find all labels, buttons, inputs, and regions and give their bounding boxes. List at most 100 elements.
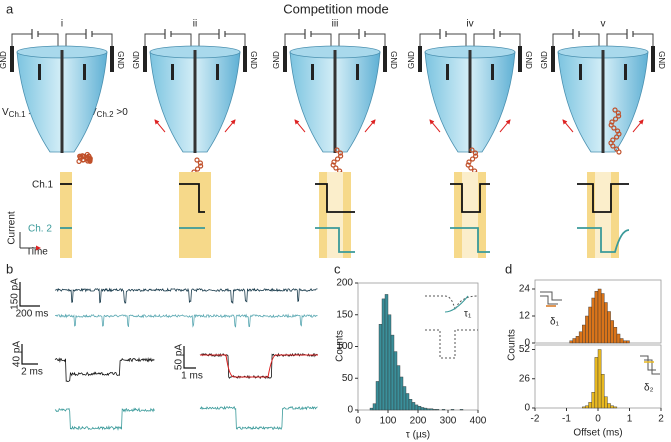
arrow: [562, 119, 574, 133]
trace: [199, 352, 318, 380]
y-axis-label: Counts: [335, 330, 346, 362]
scale-bar: [21, 344, 38, 365]
bar: [405, 393, 410, 411]
trace-ch2: [577, 227, 630, 253]
circuit: [284, 33, 386, 52]
band-light: [595, 172, 611, 258]
gnd-label: GND: [407, 51, 416, 69]
bar: [582, 406, 586, 409]
bar: [399, 376, 404, 411]
circuit: [144, 33, 246, 52]
dna: [333, 165, 339, 171]
band-light: [327, 172, 343, 258]
gnd-label: GND: [116, 51, 125, 69]
annotation: τ₁: [464, 309, 472, 320]
bar: [616, 333, 621, 344]
y-tick-label: 200: [336, 278, 353, 289]
dna: [334, 156, 341, 162]
panel-label: a: [6, 1, 14, 16]
electrode: [624, 64, 627, 80]
bar: [619, 338, 624, 344]
stage-label: iii: [332, 19, 339, 30]
dna: [87, 158, 93, 164]
scale-label: 50 pA: [174, 344, 185, 370]
bar: [582, 324, 586, 344]
dna: [609, 119, 615, 125]
dna: [616, 149, 622, 155]
dna: [469, 147, 475, 153]
trace: [55, 313, 318, 328]
trace-ch1: [315, 183, 355, 213]
bar: [569, 340, 574, 344]
dna: [473, 153, 479, 159]
trace-ch2: [315, 227, 355, 253]
electrode: [356, 64, 359, 80]
bar: [441, 409, 446, 411]
bar: [600, 374, 605, 409]
bar: [369, 407, 374, 411]
scale-label: 200 ms: [16, 309, 49, 320]
y-tick-label: 0: [347, 405, 353, 416]
arrow: [294, 119, 306, 133]
bar: [387, 314, 392, 411]
bar: [420, 407, 425, 411]
electrode: [418, 46, 422, 72]
y-tick-label: 150: [336, 309, 353, 320]
dna: [197, 160, 203, 166]
bar: [384, 294, 389, 411]
arrow: [154, 119, 166, 133]
x-tick-label: 300: [440, 416, 457, 427]
stage-label: v: [601, 19, 606, 30]
battery: [304, 29, 366, 39]
fit: [200, 354, 318, 378]
bar: [417, 405, 422, 411]
electrode: [311, 64, 314, 80]
x-axis-label: τ (µs): [406, 430, 430, 441]
y-tick-label: 26: [519, 373, 531, 384]
x-tick-label: 1: [627, 414, 633, 425]
dna: [468, 165, 474, 171]
scale-label: 40 pA: [12, 341, 23, 367]
x-tick-label: 200: [410, 416, 427, 427]
bar: [435, 409, 440, 411]
bar: [575, 336, 580, 344]
x-tick-label: 100: [380, 416, 397, 427]
bar: [591, 392, 596, 409]
electrode: [143, 46, 147, 72]
bar: [591, 297, 596, 344]
dna: [331, 159, 337, 165]
dna: [330, 162, 336, 168]
bar: [432, 409, 437, 411]
arrow: [632, 119, 644, 133]
trace-ch1: [450, 183, 490, 213]
current-label: Current: [7, 211, 18, 245]
dna: [194, 166, 201, 172]
y-tick-label: 100: [336, 341, 353, 352]
title: Competition mode: [283, 1, 389, 16]
dna: [469, 156, 476, 162]
inset-curve: [444, 295, 469, 313]
gnd-label: GND: [132, 51, 141, 69]
bar: [578, 331, 583, 344]
dna: [465, 162, 471, 168]
scale-label: 150 pA: [10, 278, 21, 310]
dna: [466, 159, 472, 165]
trace: [54, 287, 318, 305]
dna: [612, 116, 619, 122]
electrode: [491, 64, 494, 80]
bar: [600, 293, 605, 344]
electrode: [579, 64, 582, 80]
bar: [378, 324, 383, 411]
battery: [164, 29, 226, 39]
annotation: δ₂: [644, 383, 654, 394]
bar: [572, 338, 577, 344]
bar: [623, 340, 627, 344]
bar: [393, 351, 398, 411]
scale-bar: [19, 282, 40, 307]
x-tick-label: 0: [355, 416, 361, 427]
bar: [585, 315, 589, 344]
ch2-label: Ch. 2: [28, 224, 52, 235]
panel-label: c: [334, 261, 341, 276]
y-tick-label: 0: [524, 338, 530, 349]
bar: [381, 298, 386, 411]
